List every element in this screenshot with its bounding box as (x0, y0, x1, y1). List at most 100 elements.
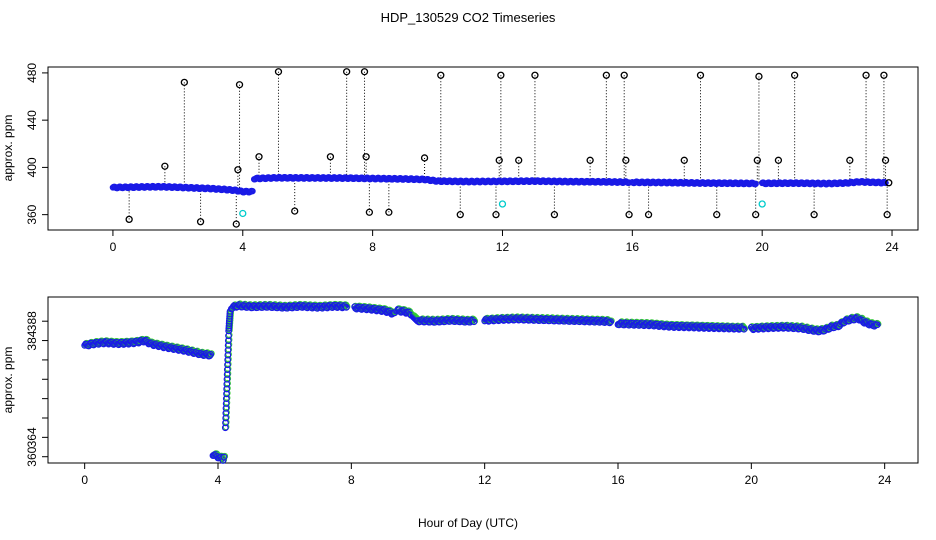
outlier-point (326, 153, 335, 161)
bottom-highlight-point (223, 399, 231, 406)
top-data-point (882, 179, 889, 187)
outlier-point (492, 210, 500, 219)
bottom-y-tick-label: 364 (25, 427, 39, 447)
bottom-highlight-point (223, 394, 231, 402)
outlier-point (515, 156, 523, 164)
outlier-point (362, 153, 370, 161)
outlier-point (755, 72, 763, 81)
bottom-y-tick-label: 384 (25, 330, 39, 350)
bottom-highlight-point (224, 370, 232, 377)
bottom-highlight-point (741, 325, 749, 332)
top-x-tick-label: 12 (496, 240, 510, 254)
bottom-highlight-point (225, 336, 233, 344)
outlier-point (531, 71, 539, 79)
outlier-point (846, 156, 854, 164)
bottom-data-point (873, 321, 881, 329)
outlier-point (883, 210, 891, 219)
top-y-tick-label: 440 (25, 110, 39, 130)
bottom-highlight-point (225, 355, 232, 363)
top-y-axis: 360 400 440 480 (25, 63, 48, 225)
bottom-highlight-point (224, 365, 232, 373)
bottom-data-point (219, 457, 227, 464)
bottom-x-tick-label: 0 (81, 473, 88, 487)
bottom-highlight-point (225, 360, 232, 368)
outlier-point (622, 156, 630, 164)
outlier-point (497, 71, 505, 79)
outlier-point (625, 210, 633, 219)
outlier-point (713, 210, 721, 219)
bottom-y-tick-label: 360 (25, 446, 39, 466)
bottom-plot-frame (47, 296, 919, 464)
outlier-point (365, 208, 374, 216)
bottom-y-axis-label: approx. ppm (1, 347, 15, 414)
top-x-tick-label: 4 (239, 240, 246, 254)
bottom-x-tick-label: 20 (745, 473, 759, 487)
chart-title: HDP_130529 CO2 Timeseries (381, 10, 556, 25)
outlier-point (385, 208, 393, 216)
outlier-point (232, 220, 240, 228)
top-x-tick-label: 20 (755, 240, 769, 254)
bottom-highlight-point (224, 375, 232, 382)
top-data-point (249, 187, 256, 195)
outlier-point (644, 210, 653, 219)
cyan-point (239, 209, 247, 218)
outlier-point (234, 166, 242, 174)
top-x-tick-label: 8 (369, 240, 376, 254)
outlier-point (360, 68, 369, 76)
outlier-point (881, 156, 890, 164)
outlier-point (456, 210, 464, 219)
outlier-point (696, 71, 705, 79)
bottom-highlight-point (470, 316, 478, 323)
top-x-tick-label: 16 (626, 240, 640, 254)
cyan-point (498, 200, 507, 208)
outlier-point (125, 215, 133, 224)
cyan-point (758, 200, 766, 208)
bottom-x-tick-label: 8 (348, 473, 355, 487)
bottom-highlight-point (221, 452, 229, 460)
bottom-highlight-point (223, 413, 230, 421)
top-y-axis-label: approx. ppm (1, 115, 15, 182)
outlier-point (274, 68, 283, 76)
top-data-marks (109, 68, 893, 228)
bottom-highlight-point (224, 389, 231, 397)
outlier-point (602, 71, 611, 79)
top-x-axis: 0 4 8 12 16 20 24 (110, 230, 899, 254)
top-y-tick-label: 400 (25, 157, 39, 177)
top-x-tick-label: 24 (885, 240, 899, 254)
top-plot-frame (47, 66, 919, 231)
outlier-point (586, 156, 594, 164)
bottom-data-point (607, 318, 615, 326)
outlier-point (180, 78, 188, 87)
outlier-point (235, 81, 244, 89)
top-panel: 0 4 8 12 16 20 24 360 400 440 4 8 0 approx. ppm (1, 63, 919, 254)
bottom-highlight-point (471, 317, 479, 325)
bottom-highlight-point (224, 384, 231, 392)
outlier-point (753, 156, 761, 164)
bottom-highlight-point (223, 418, 230, 426)
outlier-point (752, 210, 760, 219)
bottom-x-axis: 0 4 8 12 16 20 24 (81, 463, 892, 487)
top-x-tick-label: 0 (110, 240, 117, 254)
bottom-x-tick-label: 24 (878, 473, 892, 487)
bottom-highlight-point (225, 346, 233, 353)
bottom-highlight-point (222, 423, 230, 431)
top-data-point (752, 180, 759, 188)
bottom-highlight-point (223, 404, 231, 411)
outlier-point (880, 71, 888, 79)
bottom-y-tick-label: 388 (25, 311, 39, 331)
outlier-point (680, 156, 688, 164)
outlier-point (550, 210, 559, 219)
outlier-point (161, 162, 169, 170)
outlier-point (862, 71, 870, 79)
bottom-highlight-point (208, 350, 215, 357)
bottom-highlight-point (874, 320, 882, 328)
bottom-x-tick-label: 12 (478, 473, 492, 487)
top-y-tick-label: 360 (25, 204, 39, 224)
outlier-point (255, 153, 263, 161)
bottom-data-point (470, 318, 478, 326)
bottom-highlight-point (226, 331, 233, 339)
bottom-highlight-point (223, 409, 230, 416)
